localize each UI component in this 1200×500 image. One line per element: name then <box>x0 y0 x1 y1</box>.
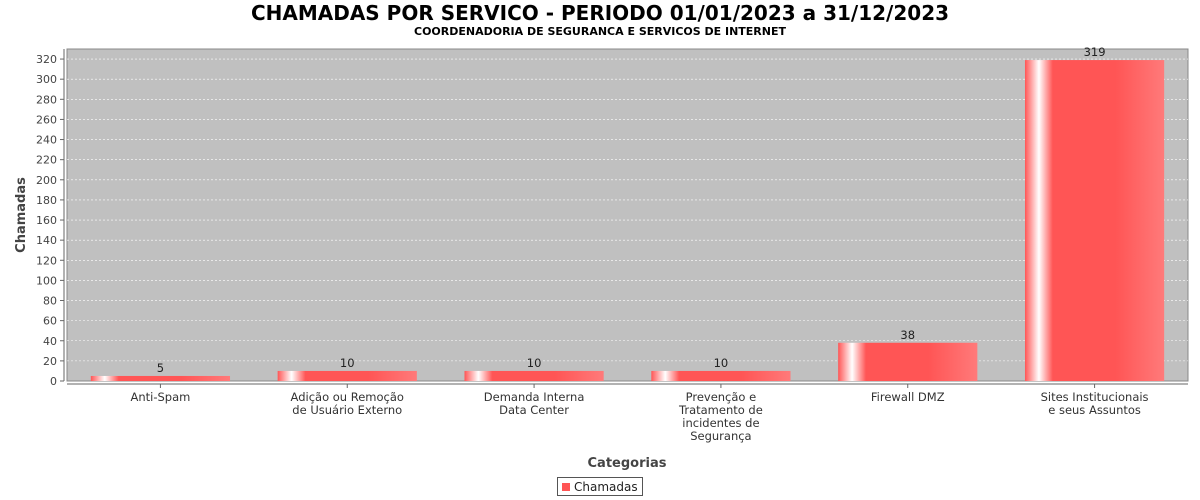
category-label: Firewall DMZ <box>871 390 945 404</box>
category-label-line: Firewall DMZ <box>871 390 945 404</box>
category-label-line: incidentes de <box>682 416 759 430</box>
value-label: 38 <box>900 328 915 342</box>
chart-subtitle: COORDENADORIA DE SEGURANCA E SERVICOS DE… <box>414 25 786 38</box>
y-tick-label: 220 <box>36 154 57 167</box>
y-tick-label: 320 <box>36 53 57 66</box>
category-label: Demanda Interna Data Center <box>484 390 585 417</box>
y-tick-label: 140 <box>36 234 57 247</box>
category-label-line: Demanda Interna <box>484 390 585 404</box>
bar <box>651 370 791 381</box>
category-label-line: e seus Assuntos <box>1048 403 1141 417</box>
legend-label: Chamadas <box>574 479 638 494</box>
x-axis-title: Categorias <box>588 456 667 471</box>
y-tick-label: 280 <box>36 93 57 106</box>
category-label-line: Prevenção e <box>686 390 757 404</box>
y-tick-label: 20 <box>43 355 57 368</box>
bar <box>1024 60 1165 382</box>
legend-swatch <box>562 482 570 491</box>
labels: 5 Anti-Spam 10 Adição ou Remoção de Usuário … <box>130 45 1148 443</box>
gridlines <box>67 58 1188 362</box>
y-axis-title: Chamadas <box>14 177 29 253</box>
y-tick-label: 100 <box>36 274 57 287</box>
value-label: 5 <box>157 361 164 375</box>
y-tick-label: 260 <box>36 113 57 126</box>
y-tick-label: 160 <box>36 214 57 227</box>
y-tick-label: 60 <box>43 315 57 328</box>
bar <box>838 342 978 381</box>
category-label-line: Tratamento de <box>678 403 763 417</box>
category-label-line: Anti-Spam <box>130 390 190 404</box>
category-label: Sites Institucionais e seus Assuntos <box>1041 390 1149 417</box>
y-tick-label: 80 <box>43 295 57 308</box>
y-tick-label: 120 <box>36 254 57 267</box>
value-label: 10 <box>527 356 542 370</box>
axes: 0 20 40 60 80 100 120 140 160 180 200 220 240 260 280 3… <box>36 49 1188 388</box>
chart-title: CHAMADAS POR SERVICO - PERIODO 01/01/202… <box>250 1 950 25</box>
bar <box>90 375 231 381</box>
category-label: Adição ou Remoção de Usuário Externo <box>291 390 404 417</box>
y-tick-label: 240 <box>36 134 57 147</box>
category-label-line: de Usuário Externo <box>292 403 402 417</box>
category-label-line: Segurança <box>690 429 751 443</box>
y-tick-label: 200 <box>36 174 57 187</box>
category-label-line: Sites Institucionais <box>1041 390 1149 404</box>
value-label: 10 <box>340 356 355 370</box>
y-tick-label: 40 <box>43 335 57 348</box>
legend: Chamadas <box>557 477 643 496</box>
bar <box>277 370 417 381</box>
bars <box>90 60 1165 382</box>
category-label: Prevenção e Tratamento de incidentes de Seg… <box>678 390 763 443</box>
y-tick-label: 300 <box>36 73 57 86</box>
category-label: Anti-Spam <box>130 390 190 404</box>
category-label-line: Data Center <box>499 403 569 417</box>
value-label: 319 <box>1084 45 1106 59</box>
value-label: 10 <box>714 356 729 370</box>
y-tick-label: 180 <box>36 194 57 207</box>
bar <box>464 370 604 381</box>
plot-background <box>66 48 1189 382</box>
y-tick-label: 0 <box>50 375 57 388</box>
category-label-line: Adição ou Remoção <box>291 390 404 404</box>
